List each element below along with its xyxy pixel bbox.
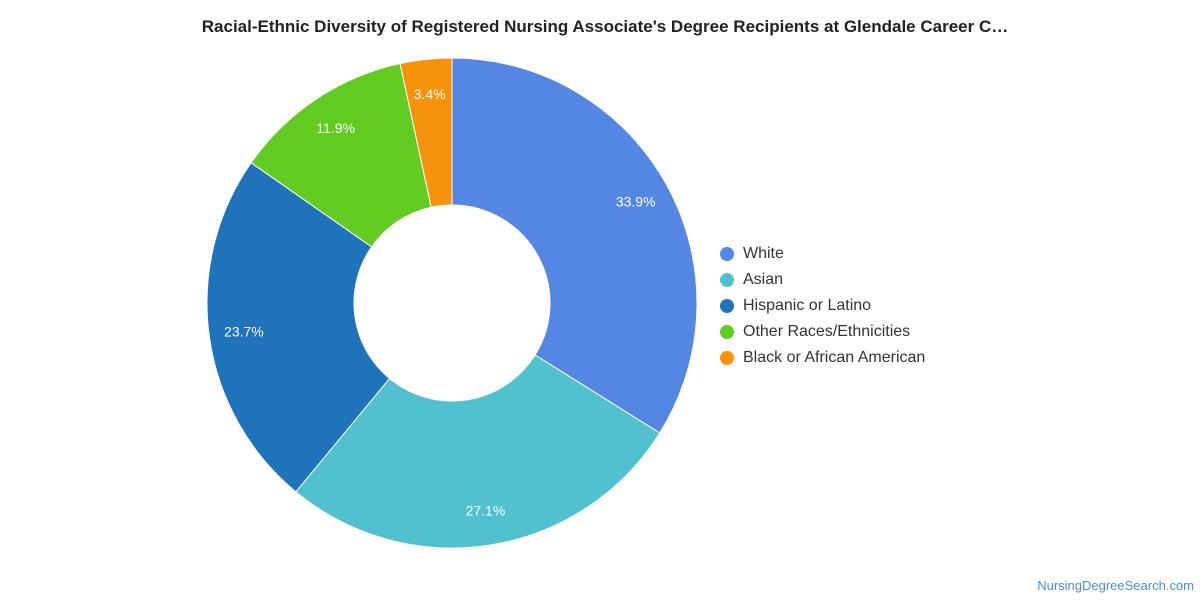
legend-swatch-icon <box>720 351 734 365</box>
legend-label: Black or African American <box>743 349 926 366</box>
slice-label-white: 33.9% <box>616 193 656 209</box>
legend-label: White <box>743 245 784 262</box>
slice-white <box>451 57 698 434</box>
legend-swatch-icon <box>720 273 734 287</box>
slice-hispanic-or-latino <box>206 162 391 493</box>
watermark: NursingDegreeSearch.com <box>1037 578 1194 593</box>
slice-label-hispanic-or-latino: 23.7% <box>224 323 264 339</box>
legend-label: Hispanic or Latino <box>743 297 872 314</box>
slices-group <box>206 57 698 549</box>
legend-label: Other Races/Ethnicities <box>743 323 911 340</box>
legend-item-other-races-ethnicities[interactable]: Other Races/Ethnicities <box>720 319 925 345</box>
chart-title: Racial-Ethnic Diversity of Registered Nu… <box>201 17 1009 36</box>
legend-swatch-icon <box>720 247 734 261</box>
slice-asian <box>295 354 661 549</box>
slice-black-or-african-american <box>399 57 453 208</box>
slice-label-black-or-african-american: 3.4% <box>414 86 446 102</box>
legend-label: Asian <box>743 271 784 288</box>
slice-other-races-ethnicities <box>250 62 432 248</box>
legend: White Asian Hispanic or Latino Other Races/… <box>720 241 925 371</box>
slice-label-asian: 27.1% <box>466 502 506 518</box>
legend-item-asian[interactable]: Asian <box>720 267 925 293</box>
legend-swatch-icon <box>720 325 734 339</box>
legend-item-hispanic-or-latino[interactable]: Hispanic or Latino <box>720 293 925 319</box>
legend-swatch-icon <box>720 299 734 313</box>
slice-labels-group: 33.9% 27.1% 23.7% 11.9% 3.4% <box>224 86 655 518</box>
legend-item-black-or-african-american[interactable]: Black or African American <box>720 345 925 371</box>
slice-label-other-races-ethnicities: 11.9% <box>316 120 355 136</box>
legend-item-white[interactable]: White <box>720 241 925 267</box>
